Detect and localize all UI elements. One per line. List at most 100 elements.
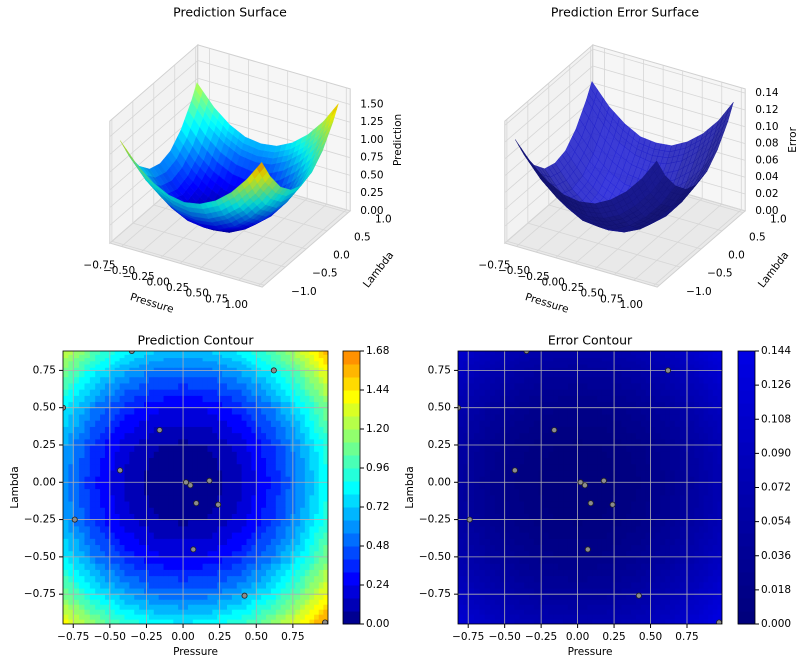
contour-cell <box>226 519 233 527</box>
contour-cell <box>104 488 111 496</box>
contour-cell <box>592 575 598 583</box>
contour-cell <box>173 619 179 624</box>
colorbar-tick-label: 0.96 <box>366 462 390 474</box>
contour-cell <box>79 426 86 434</box>
contour-cell <box>231 513 238 521</box>
contour-cell <box>183 604 189 610</box>
contour-cell <box>256 513 262 521</box>
contour-cell <box>148 488 155 496</box>
contour-cell <box>134 482 140 490</box>
contour-cell <box>674 619 681 624</box>
contour-cell <box>261 604 267 610</box>
contour-cell <box>499 587 506 595</box>
contour-cell <box>295 407 301 415</box>
contour-cell <box>202 614 209 620</box>
contour-cell <box>95 426 101 434</box>
contour-cell <box>261 569 267 577</box>
contour-cell <box>63 575 69 583</box>
contour-cell <box>241 367 248 371</box>
contour-cell <box>300 594 306 600</box>
contour-cell <box>114 354 121 359</box>
contour-cell <box>318 525 324 533</box>
contour-cell <box>231 482 238 490</box>
contour-cell <box>134 367 140 371</box>
contour-cell <box>84 587 91 595</box>
contour-cell <box>266 357 272 362</box>
contour-cell <box>139 351 145 355</box>
contour-cell <box>606 525 613 533</box>
contour-cell <box>100 413 106 421</box>
contour-cell <box>207 382 213 390</box>
contour-cell <box>314 563 320 570</box>
contour-cell <box>314 594 320 600</box>
contour-cell <box>192 556 199 564</box>
contour-cell <box>304 457 311 465</box>
contour-cell <box>158 469 165 477</box>
contour-cell <box>173 444 179 452</box>
contour-cell <box>256 569 262 577</box>
contour-cell <box>153 363 160 368</box>
contour-cell <box>139 507 145 514</box>
contour-cell <box>543 587 550 595</box>
contour-cell <box>212 426 218 434</box>
contour-cell <box>148 482 155 490</box>
contour-cell <box>89 407 96 415</box>
contour-cell <box>109 494 116 502</box>
contour-cell <box>606 538 613 546</box>
contour-cell <box>689 604 695 610</box>
contour-cell <box>309 451 315 459</box>
contour-cell <box>84 500 91 508</box>
contour-cell <box>323 482 328 490</box>
contour-cell <box>226 525 233 533</box>
contour-cell <box>563 525 569 533</box>
contour-cell <box>458 563 464 570</box>
contour-cell <box>226 594 233 600</box>
contour-cell <box>241 438 248 446</box>
contour-cell <box>280 413 287 421</box>
contour-cell <box>533 594 540 600</box>
contour-cell <box>572 599 579 605</box>
contour-cell <box>479 532 486 539</box>
contour-cell <box>323 609 328 615</box>
contour-cell <box>261 395 267 403</box>
contour-cell <box>246 609 252 615</box>
contour-cell <box>251 581 257 589</box>
contour-cell <box>158 538 165 546</box>
contour-cell <box>572 575 579 583</box>
contour-cell <box>183 463 189 471</box>
contour-cell <box>95 609 101 615</box>
contour-cell <box>212 482 218 490</box>
contour-cell <box>587 556 593 564</box>
contour-cell <box>582 594 588 600</box>
contour-cell <box>231 382 238 390</box>
contour-cell <box>236 563 243 570</box>
contour-cell <box>572 594 579 600</box>
colorbar-tick-label: 0.72 <box>366 501 389 513</box>
contour-cell <box>89 599 96 605</box>
contour-cell <box>587 619 593 624</box>
contour-cell <box>650 604 656 610</box>
contour-cell <box>270 507 277 514</box>
contour-cell <box>114 463 121 471</box>
contour-cell <box>63 395 69 403</box>
contour-cell <box>168 463 174 471</box>
contour-cell <box>548 569 554 577</box>
contour-cell <box>275 538 282 546</box>
contour-cell <box>251 367 257 371</box>
contour-cell <box>484 544 491 552</box>
contour-cell <box>231 451 238 459</box>
contour-cell <box>63 507 69 514</box>
contour-cell <box>63 351 69 355</box>
contour-cell <box>89 519 96 527</box>
contour-cell <box>202 556 209 564</box>
contour-cell <box>183 407 189 415</box>
contour-cell <box>183 357 189 362</box>
colorbar-band <box>343 598 360 612</box>
contour-cell <box>626 525 632 533</box>
contour-cell <box>173 604 179 610</box>
contour-cell <box>275 604 282 610</box>
contour-cell <box>109 569 116 577</box>
contour-cell <box>679 614 686 620</box>
contour-cell <box>577 544 584 552</box>
contour-cell <box>669 594 676 600</box>
